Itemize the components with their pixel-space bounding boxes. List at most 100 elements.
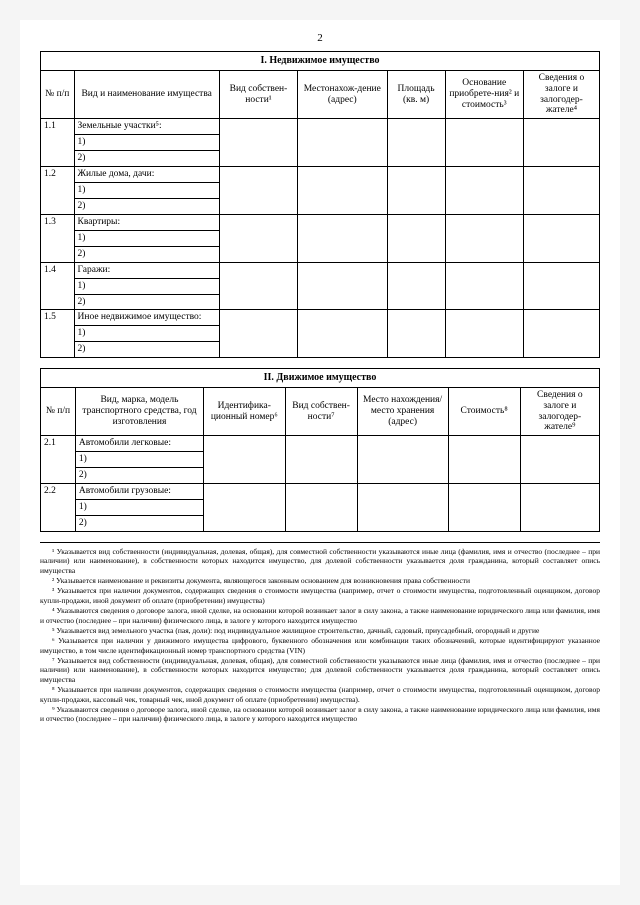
table-row: 2.2Автомобили грузовые: <box>41 484 600 500</box>
page-number: 2 <box>40 32 600 45</box>
table-row: 1.1Земельные участки⁵: <box>41 119 600 135</box>
empty-cell <box>204 436 286 484</box>
sub-label: 2) <box>74 151 219 167</box>
row-number: 2.2 <box>41 484 76 532</box>
t2-h6: Стоимость⁸ <box>448 387 520 436</box>
empty-cell <box>520 436 599 484</box>
t1-h6: Основание приобрете-ния² и стоимость³ <box>445 70 523 119</box>
row-label: Квартиры: <box>74 214 219 230</box>
row-number: 1.1 <box>41 119 75 167</box>
table-row: 1.3Квартиры: <box>41 214 600 230</box>
footnote: ⁹ Указываются сведения о договоре залога… <box>40 705 600 724</box>
table-movable: II. Движимое имущество № п/п Вид, марка,… <box>40 368 600 532</box>
empty-cell <box>285 436 357 484</box>
t2-h3: Идентифика-ционный номер⁶ <box>204 387 286 436</box>
empty-cell <box>445 310 523 358</box>
empty-cell <box>448 484 520 532</box>
footnote: ⁵ Указывается вид земельного участка (па… <box>40 626 600 635</box>
empty-cell <box>387 214 445 262</box>
sub-label: 1) <box>74 326 219 342</box>
footnote: ⁷ Указывается вид собственности (индивид… <box>40 656 600 684</box>
empty-cell <box>219 310 297 358</box>
empty-cell <box>298 119 387 167</box>
empty-cell <box>445 119 523 167</box>
empty-cell <box>523 119 599 167</box>
page: 2 I. Недвижимое имущество № п/п Вид и на… <box>20 20 620 885</box>
empty-cell <box>204 484 286 532</box>
empty-cell <box>445 262 523 310</box>
sub-label: 1) <box>75 500 203 516</box>
table-row: 1.4Гаражи: <box>41 262 600 278</box>
table-row: 1.5Иное недвижимое имущество: <box>41 310 600 326</box>
empty-cell <box>219 214 297 262</box>
row-label: Жилые дома, дачи: <box>74 167 219 183</box>
sub-label: 1) <box>74 135 219 151</box>
sub-label: 1) <box>74 278 219 294</box>
row-number: 1.5 <box>41 310 75 358</box>
empty-cell <box>298 310 387 358</box>
t1-h7: Сведения о залоге и залогодер-жателе⁴ <box>523 70 599 119</box>
empty-cell <box>387 310 445 358</box>
empty-cell <box>219 167 297 215</box>
row-number: 1.4 <box>41 262 75 310</box>
empty-cell <box>219 119 297 167</box>
sub-label: 2) <box>74 294 219 310</box>
empty-cell <box>523 214 599 262</box>
sub-label: 2) <box>74 342 219 358</box>
table-row: 2.1Автомобили легковые: <box>41 436 600 452</box>
sub-label: 2) <box>75 516 203 532</box>
row-label: Автомобили легковые: <box>75 436 203 452</box>
sub-label: 2) <box>74 198 219 214</box>
footnotes: ¹ Указывается вид собственности (индивид… <box>40 547 600 724</box>
row-label: Земельные участки⁵: <box>74 119 219 135</box>
sub-label: 1) <box>75 452 203 468</box>
empty-cell <box>285 484 357 532</box>
empty-cell <box>387 167 445 215</box>
empty-cell <box>520 484 599 532</box>
footnote: ³ Указывается при наличии документов, со… <box>40 586 600 605</box>
sub-label: 1) <box>74 183 219 199</box>
table-row: 1.2Жилые дома, дачи: <box>41 167 600 183</box>
table1-title: I. Недвижимое имущество <box>41 52 600 71</box>
sub-label: 2) <box>75 468 203 484</box>
empty-cell <box>357 436 448 484</box>
row-number: 1.3 <box>41 214 75 262</box>
empty-cell <box>523 262 599 310</box>
row-number: 1.2 <box>41 167 75 215</box>
footnote: ² Указывается наименование и реквизиты д… <box>40 576 600 585</box>
sub-label: 2) <box>74 246 219 262</box>
t1-h4: Местонахож-дение (адрес) <box>298 70 387 119</box>
empty-cell <box>448 436 520 484</box>
empty-cell <box>298 214 387 262</box>
t2-h4: Вид собствен-ности⁷ <box>285 387 357 436</box>
row-number: 2.1 <box>41 436 76 484</box>
empty-cell <box>445 167 523 215</box>
footnote: ⁴ Указываются сведения о договоре залога… <box>40 606 600 625</box>
table-real-estate: I. Недвижимое имущество № п/п Вид и наим… <box>40 51 600 358</box>
t2-h5: Место нахождения/место хранения (адрес) <box>357 387 448 436</box>
t1-h2: Вид и наименование имущества <box>74 70 219 119</box>
empty-cell <box>387 262 445 310</box>
empty-cell <box>445 214 523 262</box>
empty-cell <box>298 262 387 310</box>
table2-title: II. Движимое имущество <box>41 369 600 388</box>
t2-h7: Сведения о залоге и залогодер-жателе⁹ <box>520 387 599 436</box>
row-label: Иное недвижимое имущество: <box>74 310 219 326</box>
empty-cell <box>219 262 297 310</box>
t1-h1: № п/п <box>41 70 75 119</box>
footnote-divider <box>40 542 600 543</box>
empty-cell <box>357 484 448 532</box>
t1-h3: Вид собствен-ности¹ <box>219 70 297 119</box>
t2-h1: № п/п <box>41 387 76 436</box>
empty-cell <box>387 119 445 167</box>
row-label: Автомобили грузовые: <box>75 484 203 500</box>
sub-label: 1) <box>74 230 219 246</box>
empty-cell <box>298 167 387 215</box>
t1-h5: Площадь (кв. м) <box>387 70 445 119</box>
footnote: ⁸ Указывается при наличии документов, со… <box>40 685 600 704</box>
t2-h2: Вид, марка, модель транспортного средств… <box>75 387 203 436</box>
footnote: ¹ Указывается вид собственности (индивид… <box>40 547 600 575</box>
row-label: Гаражи: <box>74 262 219 278</box>
footnote: ⁶ Указывается при наличии у движимого им… <box>40 636 600 655</box>
empty-cell <box>523 310 599 358</box>
